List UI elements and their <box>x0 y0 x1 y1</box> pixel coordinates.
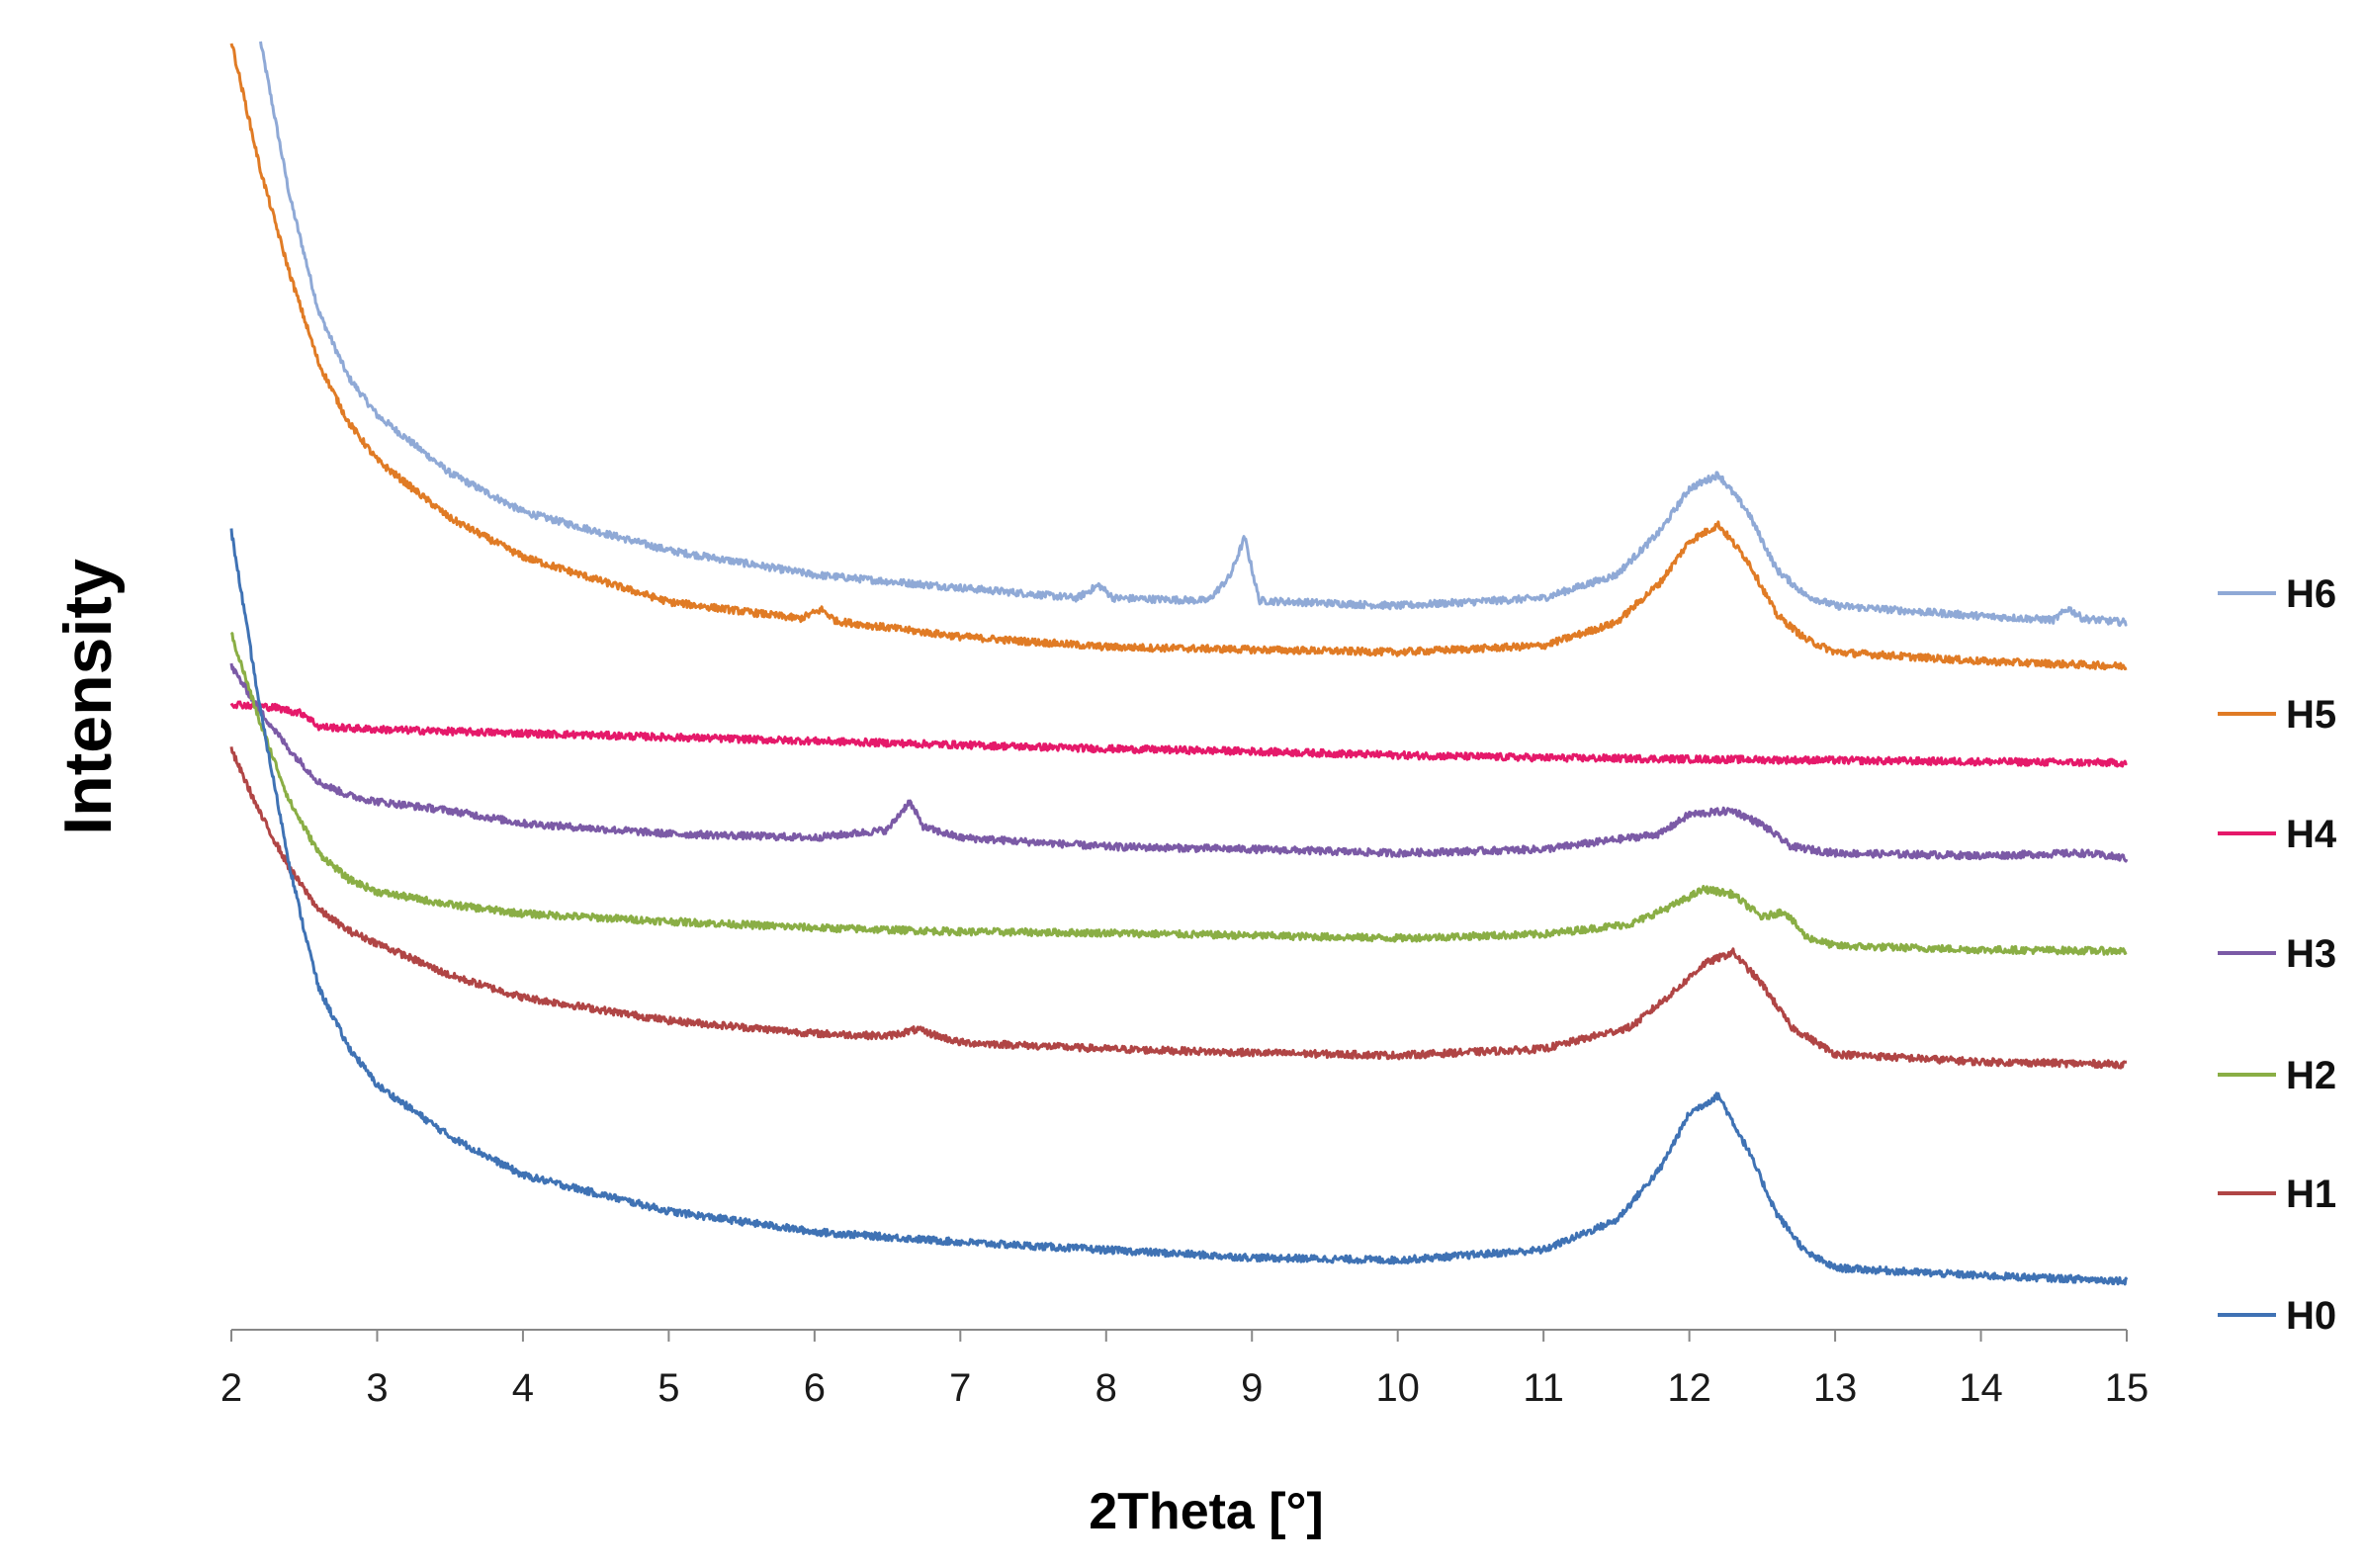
legend-label: H3 <box>2286 932 2336 976</box>
legend-label: H0 <box>2286 1294 2336 1338</box>
series-line-h3 <box>229 662 2129 863</box>
legend: H6 H5 H4 H3 H2 H1 H0 <box>2218 572 2337 1338</box>
x-tick-label: 7 <box>949 1366 971 1410</box>
series-line-h4 <box>229 700 2128 768</box>
legend-item-h4: H4 <box>2218 813 2337 856</box>
series-line-h5 <box>229 43 2128 671</box>
legend-label: H6 <box>2286 572 2336 616</box>
x-tick-labels: 2 3 4 5 6 7 8 9 10 11 12 13 14 15 <box>220 1366 2148 1410</box>
legend-label: H1 <box>2286 1173 2336 1216</box>
x-tick-label: 6 <box>804 1366 826 1410</box>
y-axis-title: Intensity <box>50 559 126 835</box>
x-tick-label: 13 <box>1813 1366 1858 1410</box>
series-line-h6 <box>259 41 2128 628</box>
series-line-h0 <box>229 528 2129 1286</box>
legend-item-h3: H3 <box>2218 932 2336 976</box>
series-line-h1 <box>229 746 2128 1070</box>
x-tick-label: 9 <box>1241 1366 1263 1410</box>
legend-label: H4 <box>2286 813 2337 856</box>
legend-item-h1: H1 <box>2218 1173 2336 1216</box>
x-tick-label: 8 <box>1095 1366 1117 1410</box>
legend-label: H5 <box>2286 693 2336 737</box>
x-tick-label: 15 <box>2105 1366 2149 1410</box>
series-layer <box>229 41 2129 1286</box>
legend-item-h5: H5 <box>2218 693 2336 737</box>
legend-label: H2 <box>2286 1054 2336 1097</box>
x-tick-label: 5 <box>657 1366 679 1410</box>
x-tick-label: 3 <box>366 1366 388 1410</box>
series-line-h2 <box>229 632 2128 956</box>
legend-item-h2: H2 <box>2218 1054 2336 1097</box>
x-tick-label: 12 <box>1667 1366 1711 1410</box>
x-tick-label: 14 <box>1959 1366 2003 1410</box>
legend-item-h0: H0 <box>2218 1294 2336 1338</box>
x-ticks <box>230 1330 2128 1342</box>
x-tick-label: 10 <box>1375 1366 1420 1410</box>
x-axis-title: 2Theta [°] <box>1089 1483 1323 1540</box>
x-tick-label: 2 <box>220 1366 242 1410</box>
x-tick-label: 11 <box>1523 1366 1564 1410</box>
legend-item-h6: H6 <box>2218 572 2336 616</box>
x-tick-label: 4 <box>512 1366 534 1410</box>
